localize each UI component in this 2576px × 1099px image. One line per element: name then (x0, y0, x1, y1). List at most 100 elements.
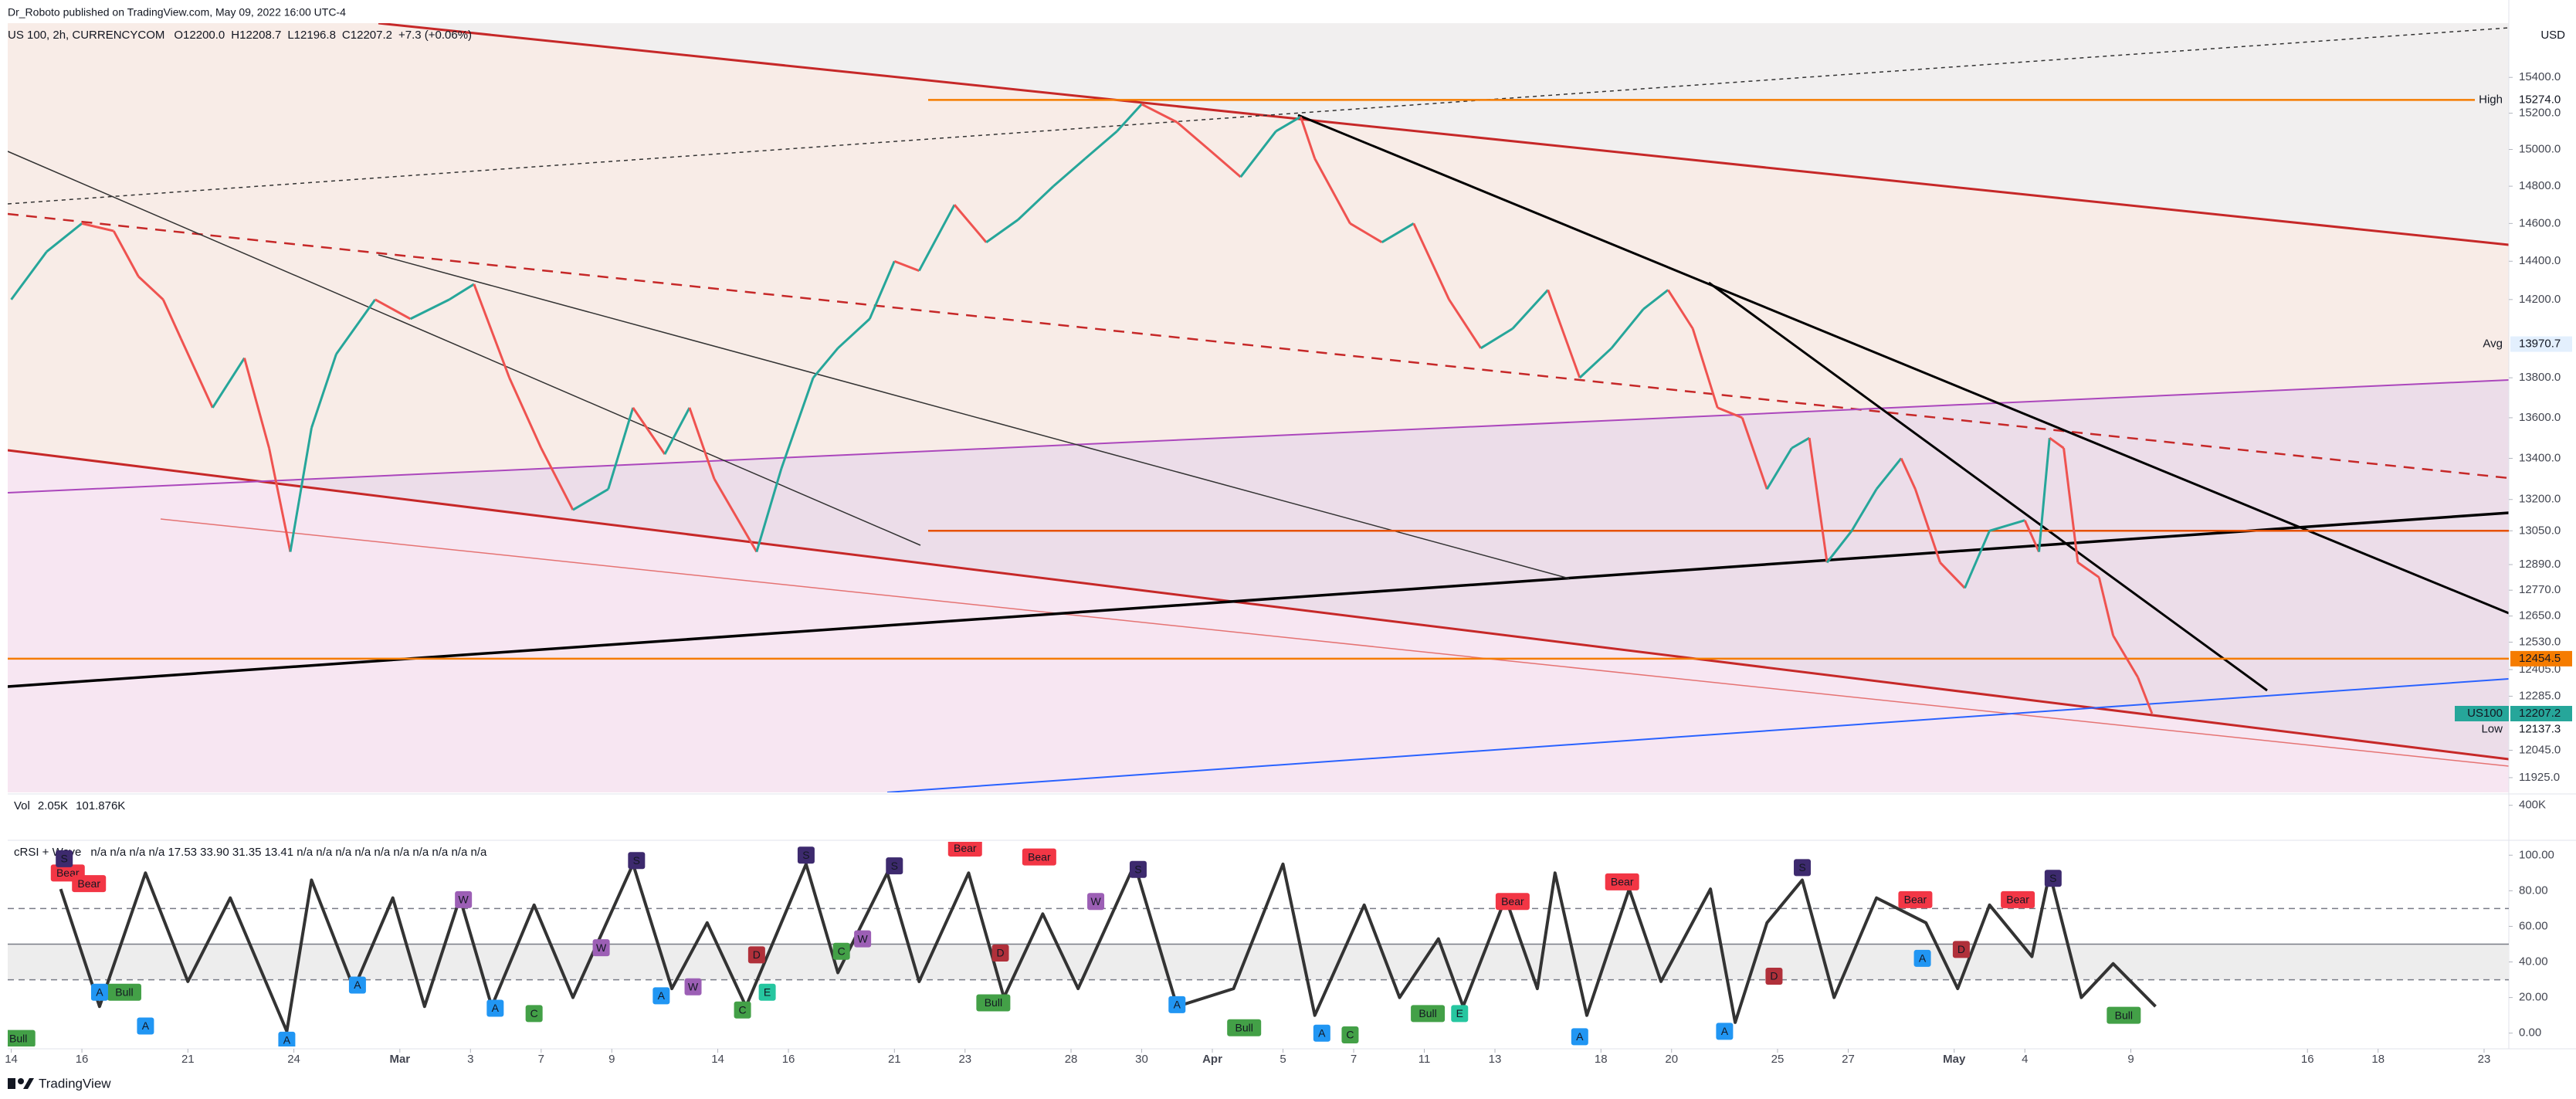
level-box (2510, 721, 2572, 738)
x-tick-label: 16 (782, 1053, 795, 1066)
signal-badge (991, 945, 1009, 962)
signal-badge (652, 987, 670, 1005)
price-segment (663, 407, 691, 455)
signal-label: Bear (1501, 895, 1524, 907)
marker-name: US100 (2467, 707, 2503, 720)
signal-badge (1605, 873, 1639, 890)
signal-badge (137, 1017, 154, 1035)
x-tick-label: Mar (389, 1053, 410, 1066)
price-segment (1808, 437, 1829, 563)
x-tick-label: 21 (181, 1053, 195, 1066)
x-tick-label: 21 (888, 1053, 901, 1066)
price-segment (572, 488, 609, 511)
y-tick-label: 12890.0 (2519, 558, 2561, 571)
level-value: 12137.3 (2519, 722, 2561, 735)
symbol-legend: US 100, 2h, CURRENCYCOM (8, 29, 164, 42)
ohlc-value: L12196.8 (287, 29, 336, 42)
signal-badge (1129, 860, 1147, 878)
x-tick-label: 7 (538, 1053, 544, 1066)
rsi-legend-values: n/a n/a n/a n/a 17.53 33.90 31.35 13.41 … (90, 846, 487, 859)
price-segment (893, 259, 920, 272)
level-name: Low (2481, 722, 2503, 735)
price-segment (1717, 406, 1743, 419)
signal-label: Bear (1904, 894, 1927, 906)
signal-badge (976, 994, 1011, 1012)
signal-badge (2001, 890, 2035, 908)
marker-box (2510, 650, 2572, 667)
trendline (8, 212, 2509, 480)
signal-label: A (1174, 999, 1181, 1011)
y-tick-label: 14600.0 (2519, 216, 2561, 229)
signal-label: A (354, 979, 361, 991)
price-segment (81, 222, 114, 232)
y-tick-label: 12530.0 (2519, 635, 2561, 648)
signal-badge (797, 846, 815, 864)
signal-label: W (596, 941, 607, 954)
price-segment (1381, 222, 1415, 244)
price-segment (2062, 448, 2079, 563)
price-segment (632, 407, 666, 456)
price-segment (243, 358, 270, 449)
signal-label: S (891, 860, 898, 872)
signal-badge (72, 875, 107, 893)
ohlc-value: H12208.7 (231, 29, 281, 42)
volume-value: 2.05K (38, 799, 68, 812)
x-tick-label: 18 (2371, 1053, 2384, 1066)
signal-label: S (633, 854, 640, 867)
price-lines (8, 99, 2509, 660)
signal-label: S (2049, 872, 2056, 884)
signal-label: A (283, 1034, 291, 1046)
signal-badge (1022, 848, 1056, 866)
footer-logo (8, 1078, 34, 1089)
price-segment (1448, 299, 1482, 349)
signal-label: A (492, 1002, 500, 1014)
trendline (886, 678, 2509, 792)
x-tick-label: 5 (1280, 1053, 1286, 1066)
signal-badge (1765, 967, 1783, 985)
price-segment (1765, 447, 1793, 490)
signal-label: W (1090, 895, 1101, 907)
x-tick-label: 30 (1135, 1053, 1148, 1066)
signal-label: A (142, 1019, 150, 1032)
signal-label: Bear (1611, 876, 1634, 888)
signal-badge (1495, 893, 1530, 911)
signal-label: Bear (2006, 894, 2029, 906)
y-tick-label: 14200.0 (2519, 293, 2561, 306)
trendline (1708, 281, 2268, 692)
x-tick-label: 25 (1771, 1053, 1785, 1066)
signal-label: A (658, 989, 666, 1002)
signal-badge (1913, 949, 1931, 967)
x-tick-label: 18 (1595, 1053, 1608, 1066)
y-tick-label: 60.00 (2519, 919, 2548, 932)
signal-label: Bull (985, 996, 1002, 1009)
signal-label: Bull (2115, 1009, 2133, 1021)
price-segment (953, 204, 988, 243)
signal-label: S (1134, 863, 1141, 875)
x-tick-label: 14 (711, 1053, 724, 1066)
price-segment (540, 447, 575, 510)
signal-badge (1794, 859, 1812, 877)
x-tick-label: 24 (287, 1053, 300, 1066)
signal-label: C (1346, 1029, 1354, 1041)
level-box (2510, 336, 2572, 352)
trendline (8, 27, 2509, 205)
signal-badge (628, 852, 646, 870)
y-tick-label: 100.00 (2519, 848, 2554, 861)
signal-badge (90, 983, 108, 1001)
signal-badge (56, 850, 73, 867)
signal-badge (1087, 893, 1105, 911)
price-segment (1825, 530, 1853, 564)
price-segment (1642, 289, 1669, 310)
price-segment (1989, 519, 2025, 532)
signal-badge (525, 1005, 543, 1023)
price-segment (268, 447, 292, 552)
level-value: 13970.7 (2519, 338, 2561, 351)
x-tick-label: 23 (2478, 1053, 2491, 1066)
price-segment (179, 338, 214, 409)
y-tick-label: 13600.0 (2519, 411, 2561, 424)
price-segment (212, 357, 246, 409)
publisher: Dr_Roboto published on TradingView.com, … (8, 6, 346, 19)
signal-label: C (739, 1003, 747, 1016)
price-segment (112, 230, 140, 277)
volume-title: Vol (14, 799, 30, 812)
